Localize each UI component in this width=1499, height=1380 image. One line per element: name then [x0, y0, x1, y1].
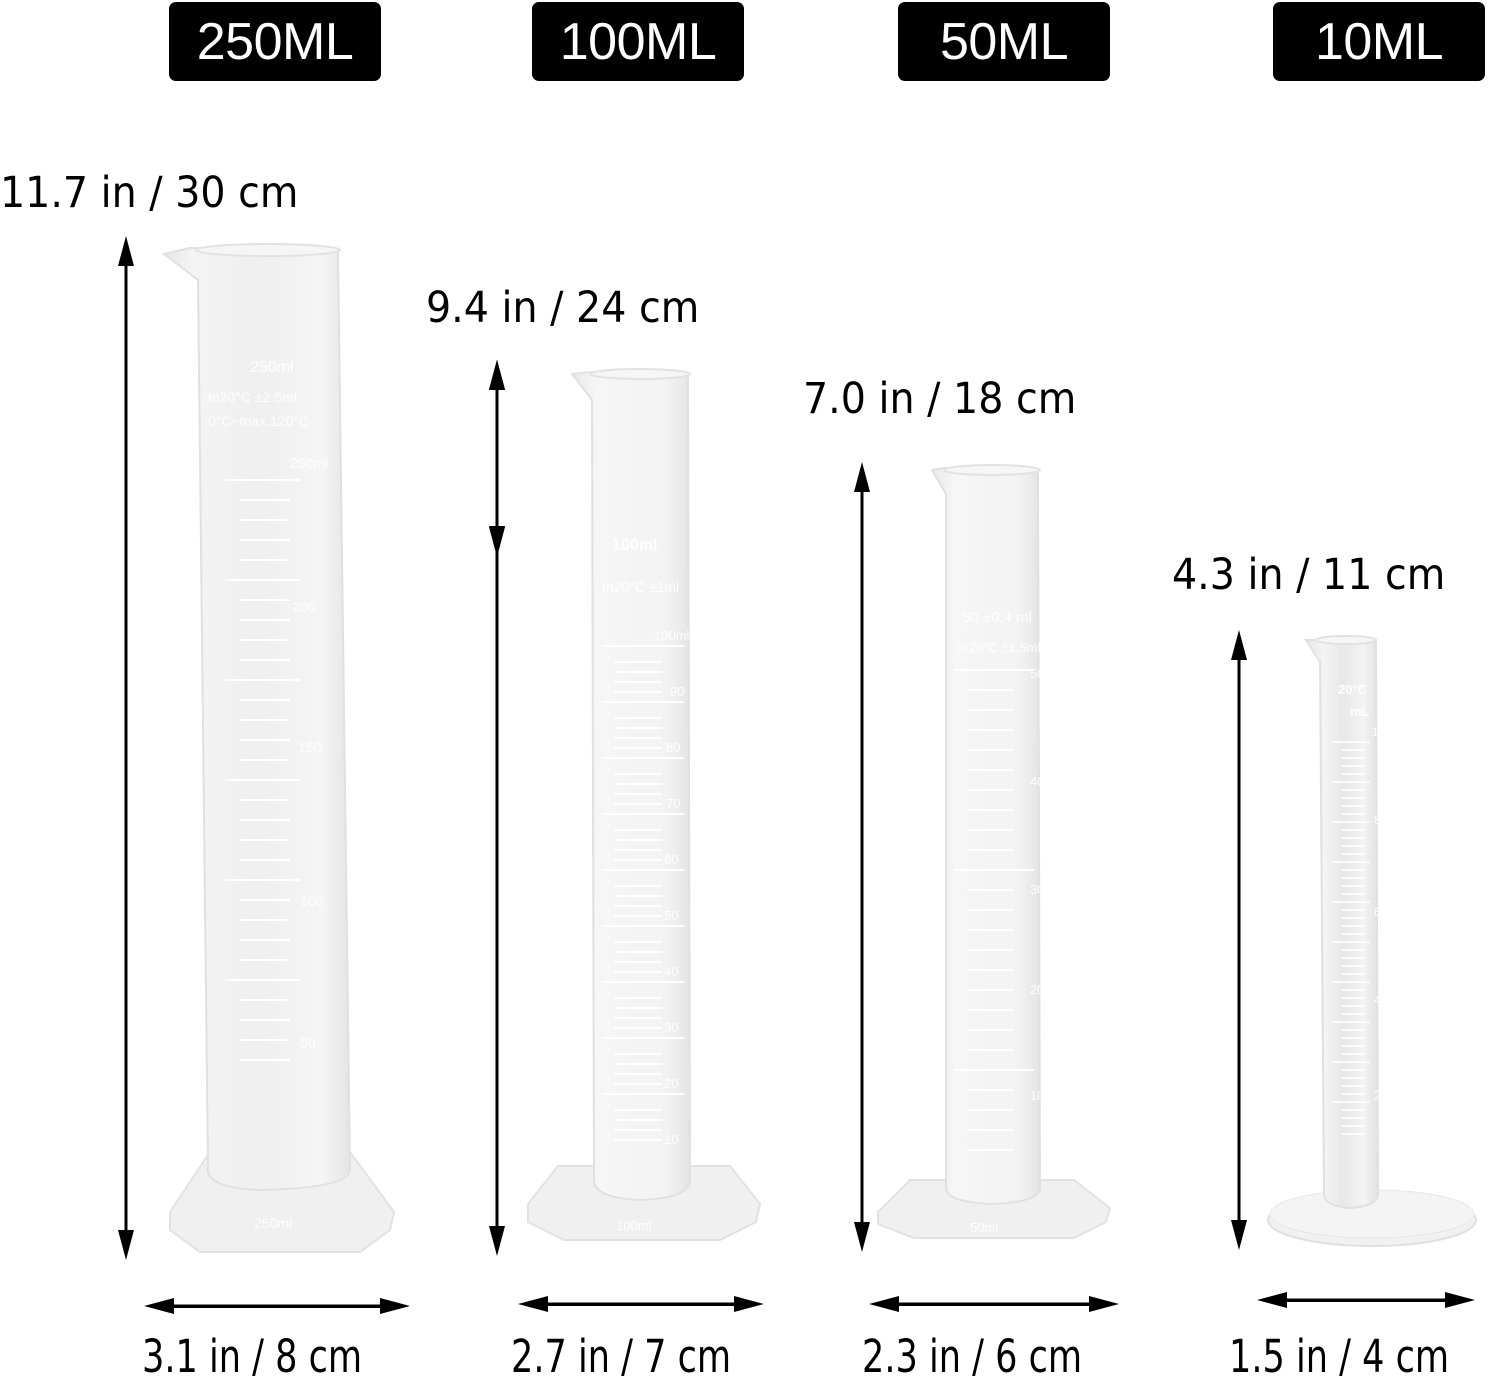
svg-text:70: 70: [666, 796, 680, 811]
svg-text:80: 80: [666, 740, 680, 755]
graduated-cylinder-10ml: 20°C mL 10 8 6 4 2: [1262, 634, 1482, 1248]
cylinder-top-text-100: 100ml: [612, 537, 657, 554]
cylinder-spec1-50: In20°C ±1.5ml: [958, 640, 1041, 655]
cylinder-spec1-250: In20°C ±2.5ml: [208, 389, 297, 405]
graduated-cylinder-100ml: 100ml In20°C ±1ml 100ml 90 80 70 60 50 4…: [524, 366, 764, 1246]
cylinder-base-text-250: 250ml: [254, 1215, 292, 1231]
cylinder-spec1-10: 20°C: [1338, 682, 1368, 697]
height-label-100ml: 9.4 in / 24 cm: [426, 283, 700, 333]
height-label-50ml: 7.0 in / 18 cm: [803, 374, 1077, 424]
svg-text:50: 50: [300, 1035, 316, 1051]
svg-text:10: 10: [664, 1132, 678, 1147]
width-arrow-50ml: [869, 1296, 1119, 1312]
svg-text:200: 200: [292, 599, 316, 615]
capacity-badge-10ml: 10ML: [1273, 2, 1485, 81]
width-label-10ml: 1.5 in / 4 cm: [1229, 1330, 1450, 1380]
svg-text:100ml: 100ml: [654, 628, 690, 643]
cylinder-top-text-250: 250ml: [250, 359, 294, 376]
width-label-250ml: 3.1 in / 8 cm: [142, 1330, 363, 1380]
graduated-cylinder-50ml: 50 ±0.4 ml In20°C ±1.5ml 50ml 40 30 20 1…: [874, 464, 1114, 1244]
cylinder-spec1-100: In20°C ±1ml: [602, 579, 679, 595]
height-label-10ml: 4.3 in / 11 cm: [1172, 550, 1446, 600]
capacity-badge-250ml: 250ML: [169, 2, 381, 81]
cylinder-spec2-10: mL: [1350, 704, 1370, 719]
cylinder-base-text-100: 100ml: [616, 1218, 652, 1233]
height-label-250ml: 11.7 in / 30 cm: [0, 168, 299, 218]
svg-text:100: 100: [300, 893, 324, 909]
capacity-badge-100ml: 100ML: [532, 2, 744, 81]
cylinder-spec2-250: 0°C~max.120°C: [208, 413, 309, 429]
svg-text:8: 8: [1374, 813, 1381, 827]
height-arrow-100ml-bottom: [489, 388, 505, 1256]
height-arrow-50ml: [854, 462, 870, 1252]
width-arrow-100ml: [518, 1296, 764, 1312]
svg-text:60: 60: [664, 852, 678, 867]
svg-text:40: 40: [1030, 774, 1044, 789]
svg-text:90: 90: [670, 684, 684, 699]
svg-text:6: 6: [1374, 905, 1381, 919]
width-arrow-10ml: [1257, 1292, 1475, 1308]
svg-text:50ml: 50ml: [1030, 666, 1058, 681]
svg-text:50: 50: [664, 908, 678, 923]
cylinder-base-text-50: 50ml: [970, 1220, 998, 1235]
capacity-badge-50ml: 50ML: [898, 2, 1110, 81]
cylinder-scale-top-250: 250ml: [290, 455, 328, 471]
width-arrow-250ml: [144, 1298, 410, 1314]
graduated-cylinder-250ml: 250ml In20°C ±2.5ml 0°C~max.120°C 250ml …: [150, 240, 412, 1260]
svg-text:10: 10: [1372, 725, 1386, 739]
width-label-100ml: 2.7 in / 7 cm: [511, 1330, 732, 1380]
svg-text:20: 20: [1030, 982, 1044, 997]
height-arrow-10ml: [1231, 630, 1247, 1250]
svg-text:30: 30: [664, 1020, 678, 1035]
svg-text:4: 4: [1374, 991, 1382, 1007]
width-label-50ml: 2.3 in / 6 cm: [862, 1330, 1083, 1380]
svg-text:40: 40: [664, 964, 678, 979]
svg-text:2: 2: [1374, 1087, 1382, 1103]
svg-text:30: 30: [1030, 882, 1044, 897]
cylinder-top-text-50: 50 ±0.4 ml: [962, 609, 1032, 626]
height-arrow-250ml: [118, 236, 134, 1260]
svg-text:10: 10: [1030, 1088, 1044, 1103]
svg-text:20: 20: [664, 1076, 678, 1091]
svg-text:150: 150: [298, 739, 322, 755]
